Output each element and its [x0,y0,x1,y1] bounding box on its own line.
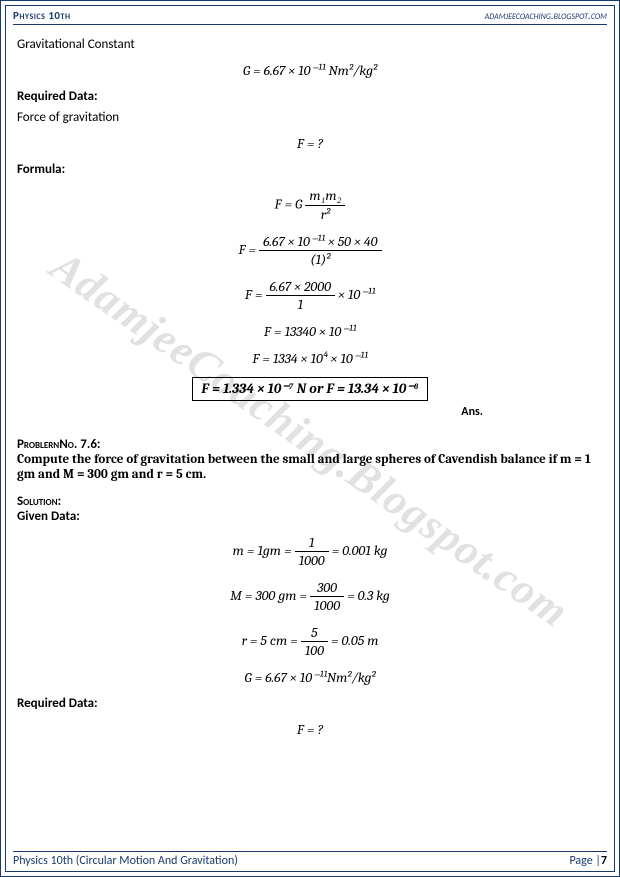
solution-header: Solution: [17,494,603,509]
eq-r-den: 100 [301,642,328,659]
required-label: Required Data: [17,89,603,104]
eq1-frac: m₁m₂ r² [305,187,345,223]
footer-left: Physics 10th (Circular Motion And Gravit… [13,854,238,868]
required-text: Force of gravitation [17,110,603,125]
eq3-frac: 6.67 × 2000 1 [266,278,335,313]
eq-m-num: 1 [295,534,329,552]
page-label: Page | [569,854,600,868]
eq-G2: G = 6.67 × 10⁻¹¹Nm²/kg² [17,669,603,686]
eq-boxed-row: F = 1.334 × 10⁻⁷ N or F = 13.34 × 10⁻⁸ [17,377,603,401]
eq-m: m = 1gm = 1 1000 = 0.001 kg [17,534,603,569]
eq-r-frac: 5 100 [301,624,328,659]
page-footer: Physics 10th (Circular Motion And Gravit… [13,851,607,868]
problem-header: ProblernNo. 7.6: [17,437,603,452]
eq2-frac: 6.67 × 10⁻¹¹ × 50 × 40 (1)² [259,233,381,268]
eq-m-frac: 1 1000 [295,534,329,569]
eq-F-unknown: F = ? [17,135,603,152]
eq3-num: 6.67 × 2000 [266,278,335,296]
eq1-lhs: F = G [275,195,303,212]
eq-M: M = 300 gm = 300 1000 = 0.3 kg [17,579,603,614]
eq1-den: r² [305,206,345,223]
eq-formula-1: F = G m₁m₂ r² [17,187,603,223]
eq3-lhs: F = [245,286,262,303]
eq2-num: 6.67 × 10⁻¹¹ × 50 × 40 [259,233,381,251]
section-title: Gravitational Constant [17,37,603,52]
eq-F-unknown-2: F = ? [17,721,603,738]
content-area: Gravitational Constant G = 6.67 × 10⁻¹¹ … [17,31,603,846]
eq-m-den: 1000 [295,552,329,569]
eq-formula-4: F = 13340 × 10⁻¹¹ [17,323,603,340]
eq-formula-2: F = 6.67 × 10⁻¹¹ × 50 × 40 (1)² [17,233,603,268]
eq2-den: (1)² [259,251,381,268]
eq-M-num: 300 [310,579,344,597]
ans-label: Ans. [17,405,603,419]
eq-formula-3: F = 6.67 × 2000 1 × 10⁻¹¹ [17,278,603,313]
eq-M-rhs: = 0.3 kg [347,587,390,604]
page-header: Physics 10th adamjeecoaching.blogspot.co… [13,9,607,25]
problem-text: Compute the force of gravitation between… [17,452,603,482]
eq-boxed: F = 1.334 × 10⁻⁷ N or F = 13.34 × 10⁻⁸ [192,377,427,401]
eq-formula-5: F = 1334 × 10⁴ × 10⁻¹¹ [17,350,603,367]
page-frame: AdamjeeCoaching.Blogspot.com Physics 10t… [0,0,620,877]
given-data-label: Given Data: [17,509,603,524]
eq3-rhs: × 10⁻¹¹ [338,286,375,303]
eq-r-lhs: r = 5 cm = [242,632,298,649]
eq-m-rhs: = 0.001 kg [332,542,388,559]
header-left: Physics 10th [13,9,71,22]
eq-m-lhs: m = 1gm = [233,542,292,559]
page-num: 7 [601,854,607,868]
eq-M-lhs: M = 300 gm = [230,587,307,604]
eq-M-den: 1000 [310,597,344,614]
eq-G: G = 6.67 × 10⁻¹¹ Nm²/kg² [17,62,603,79]
eq-M-frac: 300 1000 [310,579,344,614]
eq1-num: m₁m₂ [305,187,345,206]
formula-label: Formula: [17,162,603,177]
required-label-2: Required Data: [17,696,603,711]
header-right: adamjeecoaching.blogspot.com [485,9,607,22]
eq3-den: 1 [266,296,335,313]
eq2-lhs: F = [238,241,255,258]
eq-r-rhs: = 0.05 m [331,632,378,649]
eq-r-num: 5 [301,624,328,642]
eq-r: r = 5 cm = 5 100 = 0.05 m [17,624,603,659]
footer-page: Page |7 [569,854,607,868]
